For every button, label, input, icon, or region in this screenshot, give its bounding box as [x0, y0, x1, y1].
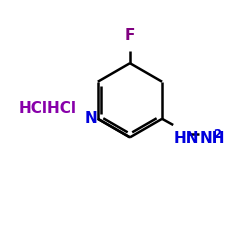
Text: NH: NH [199, 131, 225, 146]
Text: HClHCl: HClHCl [18, 102, 76, 116]
Text: F: F [125, 28, 135, 44]
Text: HN: HN [173, 131, 199, 146]
Text: N: N [84, 111, 97, 126]
Text: 2: 2 [213, 128, 222, 141]
